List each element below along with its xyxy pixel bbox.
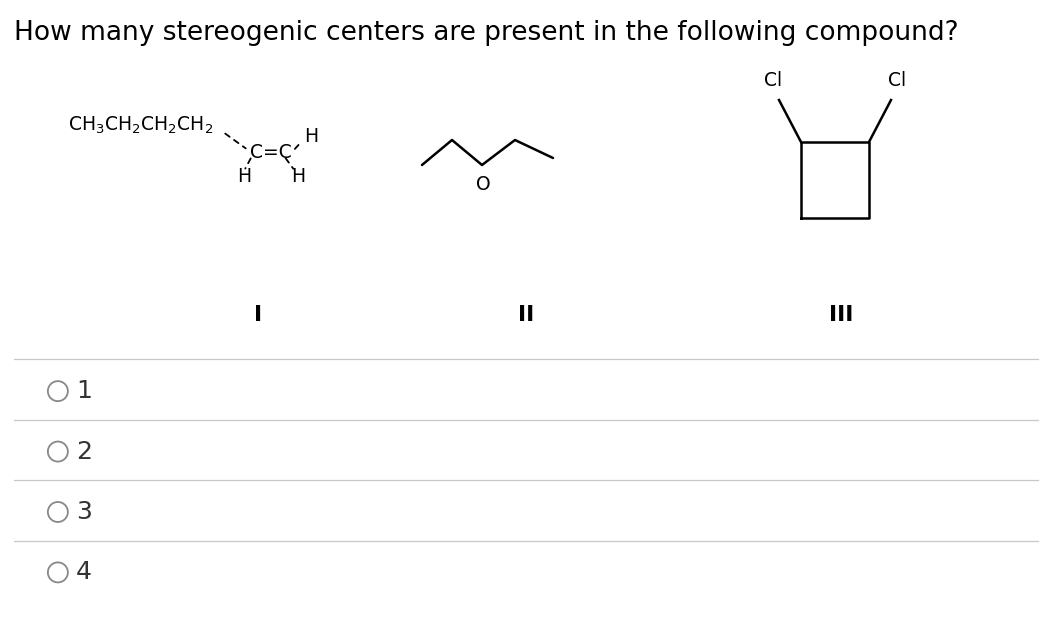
Text: 3: 3 [76, 500, 92, 524]
Text: C=C: C=C [250, 144, 291, 163]
Text: H: H [237, 167, 251, 186]
Text: H: H [304, 127, 318, 146]
Text: 2: 2 [76, 439, 92, 464]
Text: 4: 4 [76, 560, 92, 584]
Text: How many stereogenic centers are present in the following compound?: How many stereogenic centers are present… [14, 20, 958, 46]
Text: II: II [518, 305, 534, 325]
Text: I: I [254, 305, 262, 325]
Text: H: H [291, 167, 305, 186]
Text: 1: 1 [76, 379, 92, 403]
Text: CH$_3$CH$_2$CH$_2$CH$_2$: CH$_3$CH$_2$CH$_2$CH$_2$ [68, 114, 214, 135]
Text: III: III [829, 305, 854, 325]
Text: Cl: Cl [888, 71, 906, 90]
Text: Cl: Cl [764, 71, 782, 90]
Text: O: O [476, 175, 490, 194]
